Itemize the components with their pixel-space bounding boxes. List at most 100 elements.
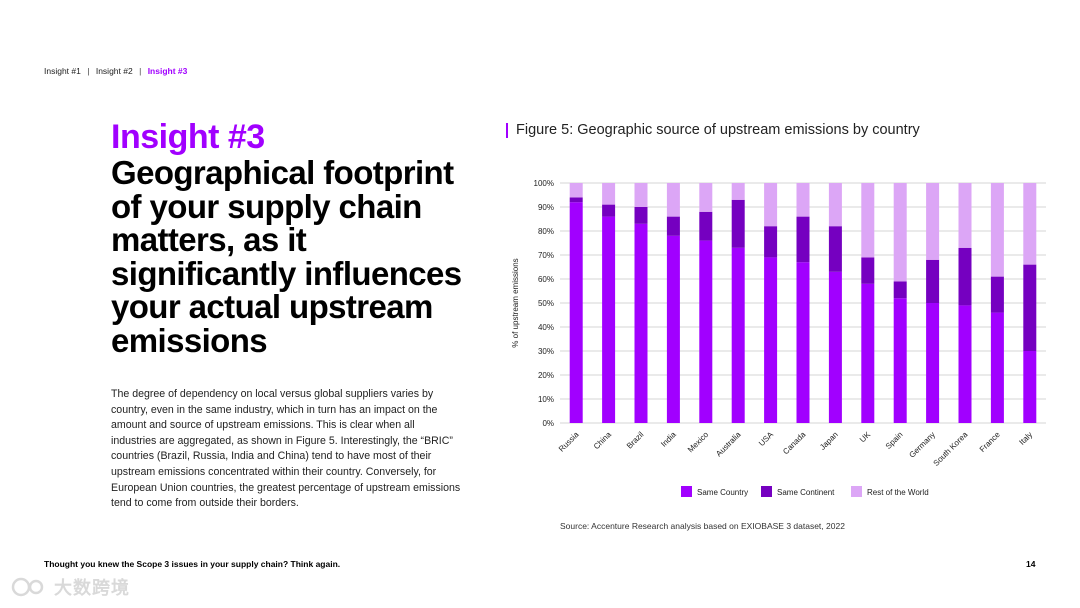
body-paragraph: The degree of dependency on local versus…	[111, 388, 461, 510]
x-tick-label: Russia	[557, 430, 581, 454]
x-tick-label: Italy	[1017, 430, 1034, 447]
bar-same-continent	[958, 247, 972, 306]
bar-rest-of-the-world	[666, 183, 680, 217]
bars	[569, 183, 1037, 423]
bar-rest-of-the-world	[828, 183, 842, 227]
figure-source: Source: Accenture Research analysis base…	[560, 521, 845, 531]
x-tick-label: India	[659, 430, 678, 449]
legend-label: Same Country	[697, 488, 748, 497]
watermark: 大数跨境	[10, 574, 130, 600]
y-tick-label: 100%	[534, 179, 554, 188]
bar-same-country	[796, 262, 810, 423]
bar-same-continent	[828, 226, 842, 272]
page-number: 14	[1026, 559, 1036, 569]
y-tick-label: 30%	[538, 347, 554, 356]
bar-same-country	[958, 305, 972, 423]
bar-rest-of-the-world	[958, 183, 972, 248]
bar-same-continent	[764, 226, 778, 258]
bar-rest-of-the-world	[602, 183, 616, 205]
bar-same-continent	[602, 204, 616, 217]
x-tick-label: Australia	[714, 430, 743, 459]
bar-same-country	[828, 271, 842, 423]
legend: Same Country Same Continent Rest of the Wo…	[681, 486, 929, 497]
bar-same-country	[731, 247, 745, 423]
bar-same-country	[764, 257, 778, 423]
bar-rest-of-the-world	[861, 183, 875, 258]
y-tick-label: 40%	[538, 323, 554, 332]
y-axis-label: % of upstream emissions	[511, 258, 520, 347]
bar-rest-of-the-world	[634, 183, 648, 207]
y-tick-labels: 0% 10% 20% 30% 40% 50% 60% 70% 80% 90% 100%	[534, 179, 554, 428]
legend-swatch	[681, 486, 692, 497]
bar-same-country	[926, 303, 940, 423]
bar-rest-of-the-world	[926, 183, 940, 260]
insight-label: Insight #3	[111, 118, 265, 156]
x-tick-label: Brazil	[625, 430, 646, 451]
breadcrumb-insight-2[interactable]: Insight #2	[95, 66, 133, 76]
bar-same-country	[602, 216, 616, 423]
x-tick-label: South Korea	[932, 430, 970, 468]
y-tick-label: 0%	[542, 419, 554, 428]
bar-same-continent	[893, 281, 907, 299]
bar-rest-of-the-world	[990, 183, 1004, 277]
x-tick-labels: Russia China Brazil India Mexico Australia USA…	[557, 430, 1034, 468]
bar-rest-of-the-world	[1023, 183, 1037, 265]
y-tick-label: 90%	[538, 203, 554, 212]
y-tick-label: 10%	[538, 395, 554, 404]
bar-same-continent	[796, 216, 810, 263]
x-tick-label: China	[592, 430, 614, 452]
bar-same-country	[634, 223, 648, 423]
breadcrumb-separator: |	[87, 66, 90, 76]
bar-same-continent	[699, 211, 713, 241]
x-tick-label: Japan	[818, 430, 840, 452]
bar-rest-of-the-world	[731, 183, 745, 200]
y-tick-label: 20%	[538, 371, 554, 380]
bar-rest-of-the-world	[796, 183, 810, 217]
figure-title: Figure 5: Geographic source of upstream …	[516, 122, 920, 138]
x-tick-label: Germany	[907, 430, 937, 460]
bar-rest-of-the-world	[764, 183, 778, 227]
headline: Geographical footprint of your supply ch…	[111, 154, 462, 359]
y-tick-label: 80%	[538, 227, 554, 236]
bar-rest-of-the-world	[893, 183, 907, 282]
bar-same-continent	[666, 216, 680, 236]
breadcrumb-separator: |	[139, 66, 142, 76]
figure-accent-bar	[506, 123, 508, 138]
bar-same-continent	[634, 207, 648, 224]
bar-same-country	[569, 202, 583, 423]
bar-rest-of-the-world	[569, 183, 583, 198]
breadcrumb-insight-1[interactable]: Insight #1	[44, 66, 81, 76]
bar-same-country	[893, 298, 907, 423]
watermark-logo-icon	[11, 577, 44, 597]
stacked-bar-chart: 0% 10% 20% 30% 40% 50% 60% 70% 80% 90% 100% Russia…	[511, 179, 1046, 497]
bar-same-continent	[569, 197, 583, 203]
bar-same-continent	[1023, 264, 1037, 351]
breadcrumb: Insight #1 | Insight #2 | Insight #3	[44, 66, 187, 76]
bar-same-continent	[990, 276, 1004, 313]
bar-same-country	[666, 235, 680, 423]
bar-same-continent	[861, 257, 875, 284]
bar-rest-of-the-world	[699, 183, 713, 212]
x-tick-label: Canada	[781, 430, 808, 457]
bar-same-continent	[926, 259, 940, 303]
legend-label: Same Continent	[777, 488, 835, 497]
legend-swatch	[851, 486, 862, 497]
y-tick-label: 60%	[538, 275, 554, 284]
y-tick-label: 50%	[538, 299, 554, 308]
watermark-text: 大数跨境	[54, 578, 130, 598]
legend-swatch	[761, 486, 772, 497]
legend-label: Rest of the World	[867, 488, 929, 497]
x-tick-label: Mexico	[686, 430, 711, 455]
bar-same-country	[861, 283, 875, 423]
x-tick-label: Spain	[884, 430, 905, 451]
x-tick-label: USA	[757, 430, 775, 448]
bar-same-country	[1023, 351, 1037, 423]
x-tick-label: UK	[858, 430, 873, 445]
y-tick-label: 70%	[538, 251, 554, 260]
breadcrumb-insight-3[interactable]: Insight #3	[147, 66, 188, 76]
x-tick-label: France	[978, 430, 1002, 454]
bar-same-country	[699, 240, 713, 423]
footer-text: Thought you knew the Scope 3 issues in y…	[44, 559, 341, 569]
bar-same-continent	[731, 199, 745, 248]
bar-same-country	[990, 312, 1004, 423]
